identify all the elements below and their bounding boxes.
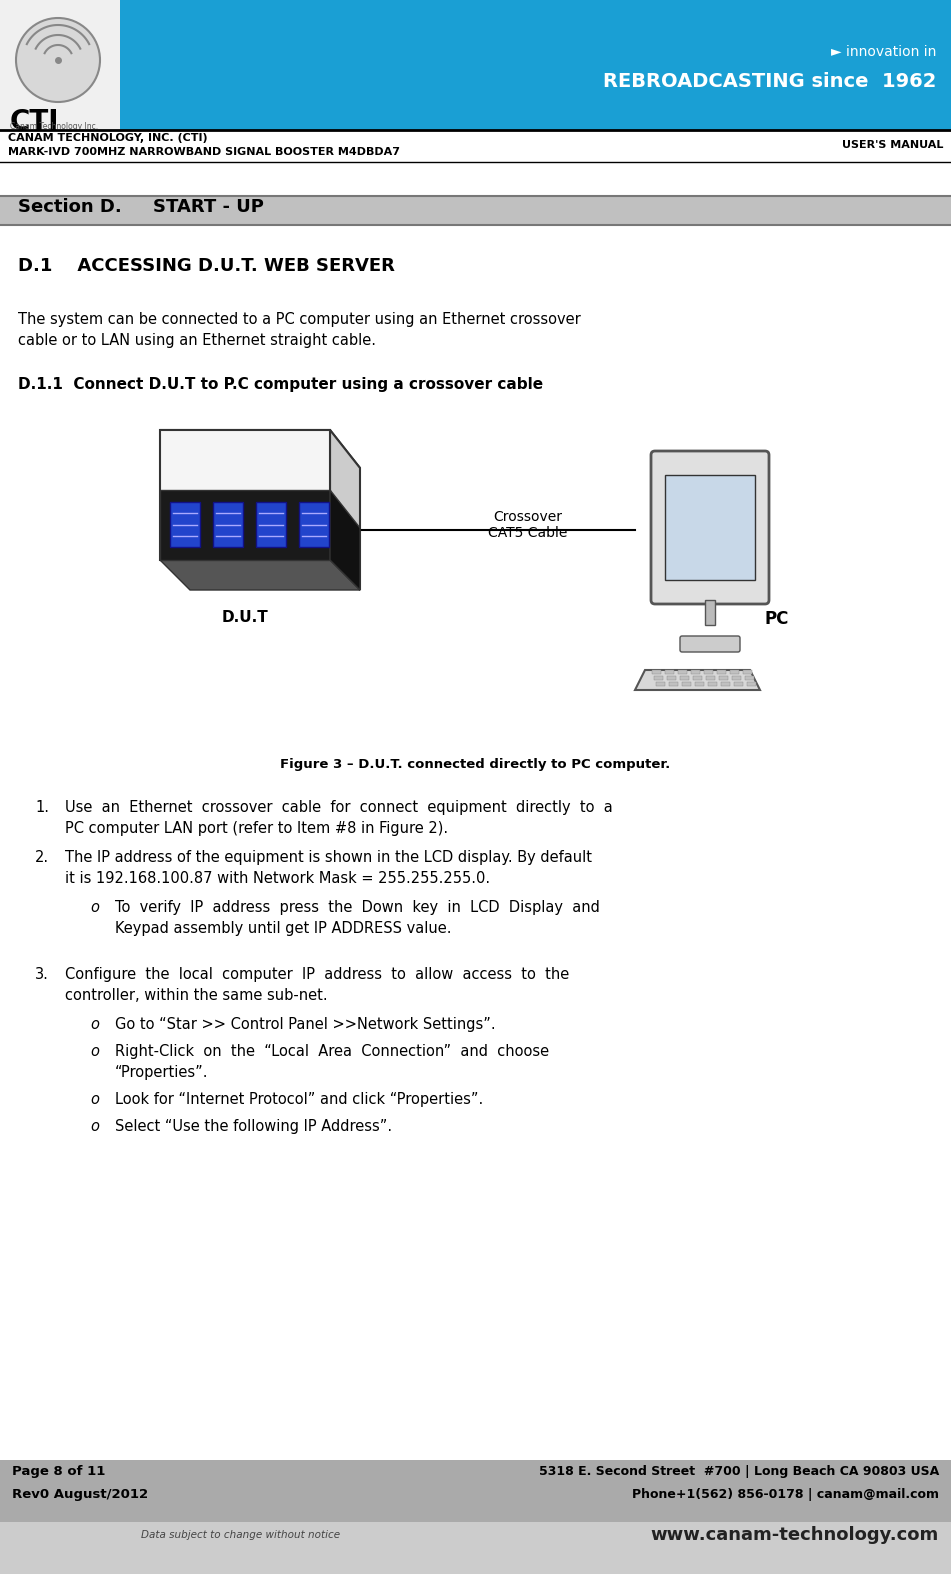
Bar: [719, 675, 728, 680]
Polygon shape: [160, 490, 330, 560]
Bar: [669, 682, 678, 686]
Bar: [656, 682, 665, 686]
Polygon shape: [256, 502, 286, 548]
Text: USER'S MANUAL: USER'S MANUAL: [842, 140, 943, 150]
Text: D.U.T: D.U.T: [222, 611, 268, 625]
Circle shape: [16, 17, 100, 102]
Bar: [721, 682, 730, 686]
Polygon shape: [330, 490, 360, 590]
Text: CAT5 Cable: CAT5 Cable: [488, 526, 567, 540]
Text: Select “Use the following IP Address”.: Select “Use the following IP Address”.: [115, 1119, 392, 1133]
Bar: [704, 671, 713, 674]
Bar: [678, 671, 687, 674]
Polygon shape: [213, 502, 243, 548]
Text: To  verify  IP  address  press  the  Down  key  in  LCD  Display  and: To verify IP address press the Down key …: [115, 900, 600, 914]
Text: o: o: [90, 1044, 99, 1059]
Text: Configure  the  local  computer  IP  address  to  allow  access  to  the: Configure the local computer IP address …: [65, 966, 570, 982]
Bar: [743, 671, 752, 674]
Text: Crossover: Crossover: [493, 510, 562, 524]
Bar: [717, 671, 726, 674]
Bar: [695, 682, 704, 686]
Text: Rev0 August/2012: Rev0 August/2012: [12, 1487, 148, 1502]
Text: o: o: [90, 1017, 99, 1033]
Text: CTI: CTI: [10, 109, 60, 135]
Text: MARK-IVD 700MHZ NARROWBAND SIGNAL BOOSTER M4DBDA7: MARK-IVD 700MHZ NARROWBAND SIGNAL BOOSTE…: [8, 146, 400, 157]
Text: Section D.     START - UP: Section D. START - UP: [18, 198, 263, 216]
Text: Keypad assembly until get IP ADDRESS value.: Keypad assembly until get IP ADDRESS val…: [115, 921, 452, 937]
Text: o: o: [90, 1092, 99, 1107]
Text: Figure 3 – D.U.T. connected directly to PC computer.: Figure 3 – D.U.T. connected directly to …: [281, 759, 670, 771]
Bar: [682, 682, 691, 686]
Bar: [652, 671, 661, 674]
Text: D.1    ACCESSING D.U.T. WEB SERVER: D.1 ACCESSING D.U.T. WEB SERVER: [18, 257, 395, 275]
Polygon shape: [160, 430, 360, 467]
Text: PC computer LAN port (refer to Item #8 in Figure 2).: PC computer LAN port (refer to Item #8 i…: [65, 822, 448, 836]
Polygon shape: [160, 430, 330, 560]
Text: D.1.1  Connect D.U.T to P.C computer using a crossover cable: D.1.1 Connect D.U.T to P.C computer usin…: [18, 378, 543, 392]
Bar: [0, 1522, 951, 1574]
Bar: [705, 600, 715, 625]
Text: ► innovation in: ► innovation in: [830, 46, 936, 58]
Text: Use  an  Ethernet  crossover  cable  for  connect  equipment  directly  to  a: Use an Ethernet crossover cable for conn…: [65, 800, 612, 815]
Text: controller, within the same sub-net.: controller, within the same sub-net.: [65, 988, 328, 1003]
Bar: [0, 197, 951, 225]
Polygon shape: [160, 560, 360, 590]
FancyBboxPatch shape: [651, 452, 769, 604]
Text: The IP address of the equipment is shown in the LCD display. By default: The IP address of the equipment is shown…: [65, 850, 592, 866]
Text: Look for “Internet Protocol” and click “Properties”.: Look for “Internet Protocol” and click “…: [115, 1092, 483, 1107]
Text: 1.: 1.: [35, 800, 49, 815]
Bar: [654, 675, 663, 680]
Bar: [0, 0, 120, 131]
Text: REBROADCASTING since  1962: REBROADCASTING since 1962: [603, 72, 936, 91]
Bar: [747, 682, 756, 686]
Text: Data subject to change without notice: Data subject to change without notice: [141, 1530, 340, 1539]
Bar: [691, 671, 700, 674]
Bar: [120, 0, 951, 131]
Text: Canam Technology Inc.: Canam Technology Inc.: [10, 123, 98, 131]
Text: it is 192.168.100.87 with Network Mask = 255.255.255.0.: it is 192.168.100.87 with Network Mask =…: [65, 870, 490, 886]
Text: 2.: 2.: [35, 850, 49, 866]
Text: cable or to LAN using an Ethernet straight cable.: cable or to LAN using an Ethernet straig…: [18, 334, 376, 348]
Text: www.canam-technology.com: www.canam-technology.com: [650, 1527, 939, 1544]
Bar: [693, 675, 702, 680]
Bar: [706, 675, 715, 680]
Text: 3.: 3.: [35, 966, 49, 982]
Text: 5318 E. Second Street  #700 | Long Beach CA 90803 USA: 5318 E. Second Street #700 | Long Beach …: [539, 1465, 939, 1478]
Text: CANAM TECHNOLOGY, INC. (CTI): CANAM TECHNOLOGY, INC. (CTI): [8, 132, 207, 143]
Text: o: o: [90, 900, 99, 914]
Polygon shape: [635, 671, 760, 689]
Bar: [667, 675, 676, 680]
Bar: [665, 475, 755, 579]
Text: o: o: [90, 1119, 99, 1133]
Bar: [745, 675, 754, 680]
Polygon shape: [170, 502, 200, 548]
Polygon shape: [330, 430, 360, 590]
Text: Go to “Star >> Control Panel >>Network Settings”.: Go to “Star >> Control Panel >>Network S…: [115, 1017, 495, 1033]
Bar: [0, 1461, 951, 1522]
Bar: [665, 671, 674, 674]
Text: The system can be connected to a PC computer using an Ethernet crossover: The system can be connected to a PC comp…: [18, 312, 581, 327]
Text: PC: PC: [765, 611, 789, 628]
Text: Right-Click  on  the  “Local  Area  Connection”  and  choose: Right-Click on the “Local Area Connectio…: [115, 1044, 549, 1059]
Bar: [680, 675, 689, 680]
Bar: [708, 682, 717, 686]
Bar: [734, 682, 743, 686]
Bar: [732, 675, 741, 680]
Text: Page 8 of 11: Page 8 of 11: [12, 1465, 106, 1478]
Text: Phone+1(562) 856-0178 | canam@mail.com: Phone+1(562) 856-0178 | canam@mail.com: [632, 1487, 939, 1502]
FancyBboxPatch shape: [680, 636, 740, 652]
Text: “Properties”.: “Properties”.: [115, 1066, 208, 1080]
Polygon shape: [299, 502, 329, 548]
Bar: [730, 671, 739, 674]
